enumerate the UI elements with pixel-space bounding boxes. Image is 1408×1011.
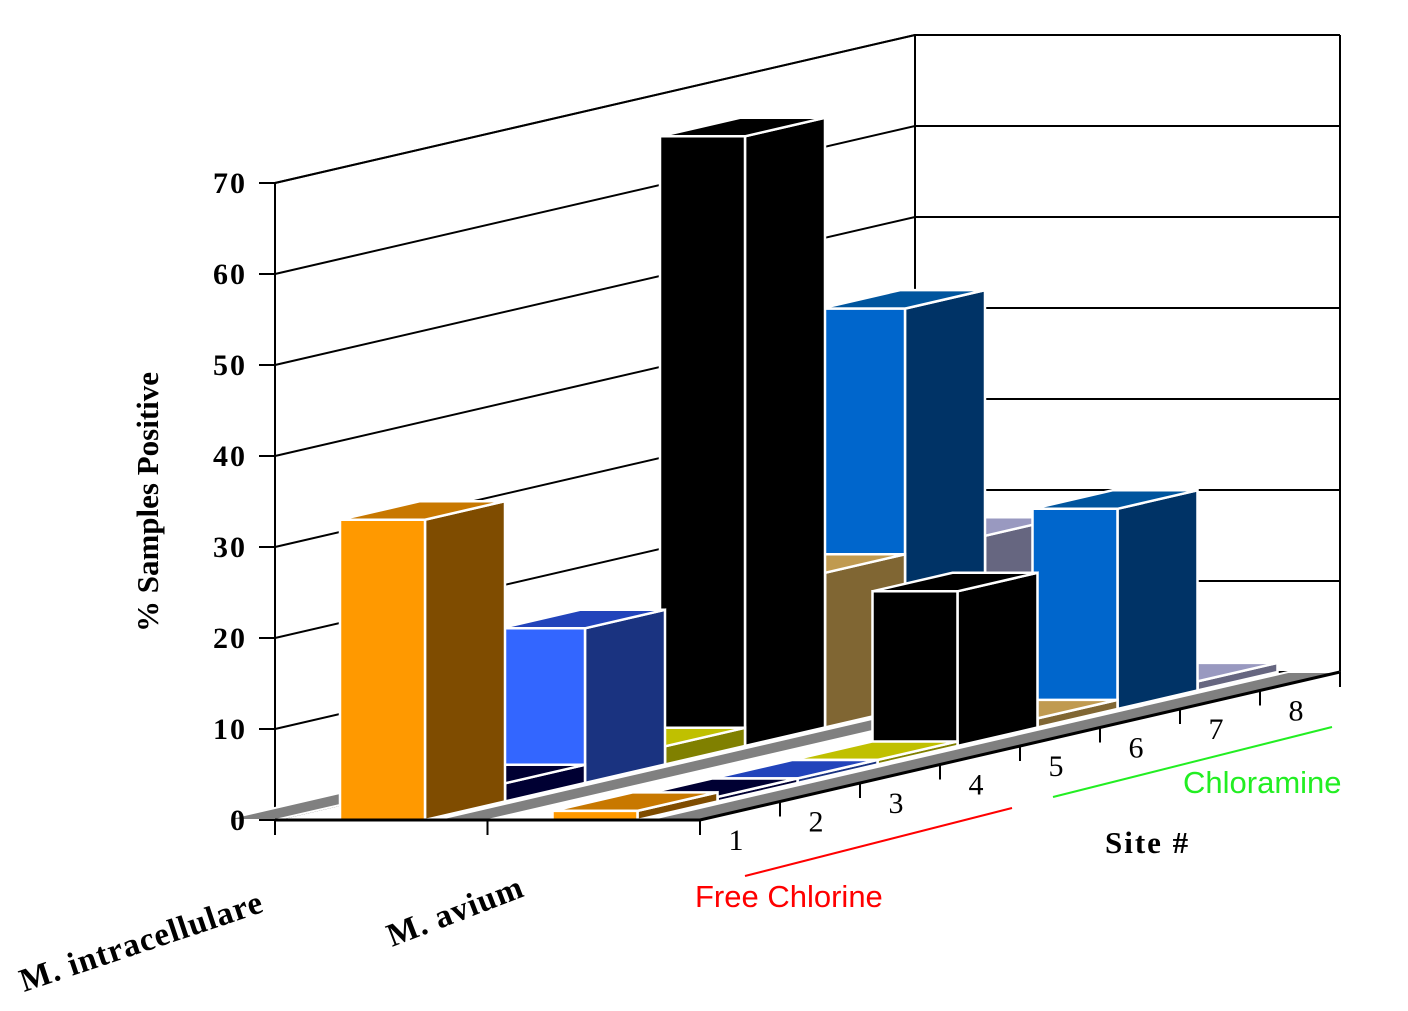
y-axis-label: % Samples Positive (130, 372, 165, 632)
y-tick-label: 20 (213, 622, 247, 655)
axes: 0 10 20 30 40 50 60 70 1 2 3 4 5 6 7 8 (213, 167, 1341, 857)
bar-m-intracellulare-site-1 (338, 499, 507, 822)
bar-m-intracellulare-site-3 (498, 608, 667, 785)
site-tick-label: 3 (889, 787, 904, 820)
site-tick-label: 2 (809, 806, 824, 839)
bar-side-face (423, 499, 507, 822)
series-label-m-avium: M. avium (382, 869, 529, 954)
site-tick-label: 6 (1129, 732, 1144, 765)
bar-front-face (871, 590, 959, 748)
bar-side-face (743, 116, 827, 748)
bars (338, 116, 1279, 822)
bar-front-face (1031, 507, 1119, 711)
site-tick-label: 1 (729, 824, 744, 857)
group-line-chloramine (1052, 726, 1333, 798)
site-tick-label: 5 (1049, 750, 1064, 783)
y-tick-label: 70 (213, 167, 247, 200)
bar-front-face (338, 518, 427, 822)
bar-front-face (658, 135, 747, 748)
x-axis-label: Site # (1105, 825, 1190, 860)
site-tick-label: 4 (969, 769, 984, 802)
y-tick-label: 10 (213, 713, 247, 746)
site-tick-label: 8 (1289, 695, 1304, 728)
y-tick-label: 30 (213, 531, 247, 564)
group-line-free-chlorine (744, 807, 1013, 877)
bar-side-face (583, 608, 667, 785)
y-tick-label: 50 (213, 349, 247, 382)
y-tick-label: 40 (213, 440, 247, 473)
group-label-free-chlorine: Free Chlorine (695, 879, 883, 914)
bar-m-avium-site-5 (871, 571, 1039, 748)
group-label-chloramine: Chloramine (1183, 765, 1342, 800)
bar-m-avium-site-7 (1031, 488, 1199, 711)
bar-m-intracellulare-site-5 (658, 116, 827, 748)
series-label-m-intracellulare: M. intracellulare (15, 885, 268, 1000)
bar-front-face (498, 627, 587, 785)
bar-side-face (956, 571, 1039, 748)
y-tick-label: 0 (230, 804, 247, 837)
site-tick-label: 7 (1209, 713, 1224, 746)
y-tick-label: 60 (213, 258, 247, 291)
bar-side-face (1116, 488, 1199, 711)
